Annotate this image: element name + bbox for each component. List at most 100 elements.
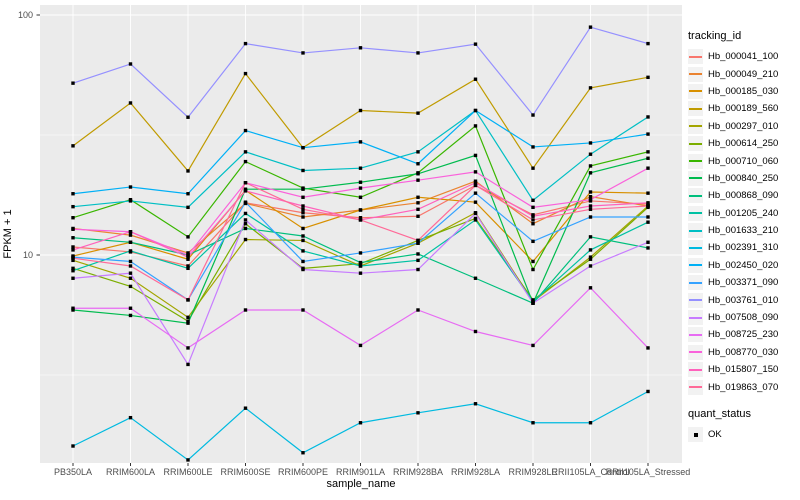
data-point-Hb_000189_560 <box>186 169 190 173</box>
data-point-Hb_003761_010 <box>358 46 363 50</box>
data-point-Hb_019863_070 <box>186 298 190 302</box>
legend-label: Hb_003371_090 <box>708 277 779 289</box>
data-point-Hb_007508_090 <box>416 267 420 272</box>
data-point-Hb_000189_560 <box>71 144 75 148</box>
legend-line-icon <box>689 281 702 284</box>
legend-line-icon <box>689 333 702 336</box>
data-point-Hb_003371_090 <box>301 259 305 264</box>
data-point-Hb_008770_030 <box>416 178 420 182</box>
data-point-Hb_000614_250 <box>128 284 133 289</box>
data-point-Hb_007508_090 <box>71 276 75 280</box>
data-point-Hb_002391_310 <box>646 389 650 394</box>
legend-key-swatch <box>688 344 703 360</box>
legend-label: Hb_015807_150 <box>708 364 779 376</box>
data-point-Hb_000297_010 <box>186 315 190 320</box>
data-point-Hb_000041_100 <box>301 211 305 215</box>
y-tick-label-100: 100 <box>18 10 33 20</box>
data-point-Hb_000049_210 <box>186 251 190 255</box>
data-point-Hb_000185_030 <box>473 200 478 204</box>
data-point-Hb_000189_560 <box>531 166 535 170</box>
legend-entry-Hb_007508_090: Hb_007508_090 <box>688 309 800 326</box>
legend-label: OK <box>708 429 722 440</box>
data-point-Hb_008770_030 <box>71 227 75 231</box>
data-point-Hb_019863_070 <box>71 256 75 260</box>
data-point-Hb_002450_020 <box>128 185 133 189</box>
legend-entry-Hb_000049_210: Hb_000049_210 <box>688 65 800 82</box>
data-point-Hb_002450_020 <box>531 145 535 149</box>
data-point-Hb_015807_150 <box>301 204 305 208</box>
data-point-Hb_007508_090 <box>301 267 305 272</box>
data-point-Hb_003371_090 <box>243 200 248 204</box>
legend-key-swatch <box>688 257 703 273</box>
data-point-Hb_000868_090 <box>416 252 420 256</box>
data-point-Hb_000297_010 <box>243 237 248 242</box>
data-point-Hb_002391_310 <box>301 451 305 455</box>
data-point-Hb_002391_310 <box>71 444 75 448</box>
legend-key-swatch <box>688 362 703 378</box>
data-point-Hb_002450_020 <box>186 192 190 196</box>
legend-key-swatch <box>688 170 703 186</box>
data-point-Hb_002391_310 <box>243 406 248 410</box>
data-point-Hb_002391_310 <box>588 421 593 425</box>
data-point-Hb_000189_560 <box>243 71 248 76</box>
legend-line-icon <box>689 212 702 215</box>
legend-entry-Hb_019863_070: Hb_019863_070 <box>688 378 800 395</box>
x-tick-label-RRIM901LA: RRIM901LA <box>336 467 385 477</box>
data-point-Hb_000297_010 <box>301 238 305 243</box>
data-point-Hb_002450_020 <box>243 128 248 133</box>
legend-key-swatch <box>688 275 703 291</box>
legend-entry-Hb_000185_030: Hb_000185_030 <box>688 83 800 100</box>
legend-key-swatch <box>688 240 703 256</box>
data-point-Hb_000840_250 <box>128 313 133 318</box>
legend-label: Hb_002391_310 <box>708 242 779 254</box>
data-point-Hb_002391_310 <box>473 402 478 406</box>
x-tick-label-RRIM600PE: RRIM600PE <box>278 467 328 477</box>
data-point-Hb_000710_060 <box>646 150 650 154</box>
x-tick-label-RRIM600LA: RRIM600LA <box>106 467 155 477</box>
data-point-Hb_000840_250 <box>186 321 190 325</box>
legend-line-icon <box>689 368 702 371</box>
legend-label: Hb_019863_070 <box>708 381 779 393</box>
data-point-Hb_001205_240 <box>128 249 133 253</box>
data-point-Hb_019863_070 <box>358 218 363 222</box>
legend-entry-Hb_002450_020: Hb_002450_020 <box>688 257 800 274</box>
data-point-Hb_008725_230 <box>243 308 248 312</box>
data-point-Hb_008725_230 <box>186 346 190 350</box>
legend-key-swatch <box>688 101 703 117</box>
data-point-Hb_001205_240 <box>243 211 248 216</box>
data-point-Hb_003371_090 <box>646 215 650 219</box>
legend-label: Hb_007508_090 <box>708 312 779 324</box>
legend-key-swatch <box>688 49 703 65</box>
x-tick-label-RRIM928LE: RRIM928LE <box>508 467 557 477</box>
data-point-Hb_007508_090 <box>588 264 593 268</box>
legend-line-icon <box>689 386 702 389</box>
data-point-Hb_015807_150 <box>646 201 650 205</box>
legend-label: Hb_000614_250 <box>708 138 779 150</box>
data-point-Hb_002391_310 <box>358 421 363 425</box>
legend-label: Hb_000189_560 <box>708 103 779 115</box>
data-point-Hb_019863_070 <box>243 181 248 185</box>
data-point-Hb_008770_030 <box>588 197 593 202</box>
data-point-Hb_008770_030 <box>358 186 363 190</box>
data-point-Hb_000710_060 <box>473 124 478 128</box>
data-point-Hb_001633_210 <box>646 115 650 119</box>
legend-entry-quant-OK: OK <box>688 426 800 443</box>
data-point-Hb_019863_070 <box>588 207 593 212</box>
x-tick-label-RRIM928BA: RRIM928BA <box>393 467 443 477</box>
data-point-Hb_000614_250 <box>588 257 593 261</box>
data-point-Hb_008770_030 <box>646 166 650 170</box>
legend-key-swatch <box>688 327 703 343</box>
legend-point-icon <box>693 432 698 437</box>
legend-entry-Hb_000710_060: Hb_000710_060 <box>688 152 800 169</box>
legend-line-icon <box>689 316 702 319</box>
data-point-Hb_000840_250 <box>416 172 420 176</box>
data-point-Hb_003761_010 <box>588 25 593 29</box>
legend-line-icon <box>689 264 702 267</box>
legend-entry-Hb_000189_560: Hb_000189_560 <box>688 100 800 117</box>
data-point-Hb_003761_010 <box>473 42 478 46</box>
data-point-Hb_001633_210 <box>71 204 75 209</box>
data-point-Hb_000868_090 <box>588 235 593 239</box>
legend-entries-tracking-id: Hb_000041_100 Hb_000049_210 Hb_000185_030 H… <box>688 48 800 396</box>
